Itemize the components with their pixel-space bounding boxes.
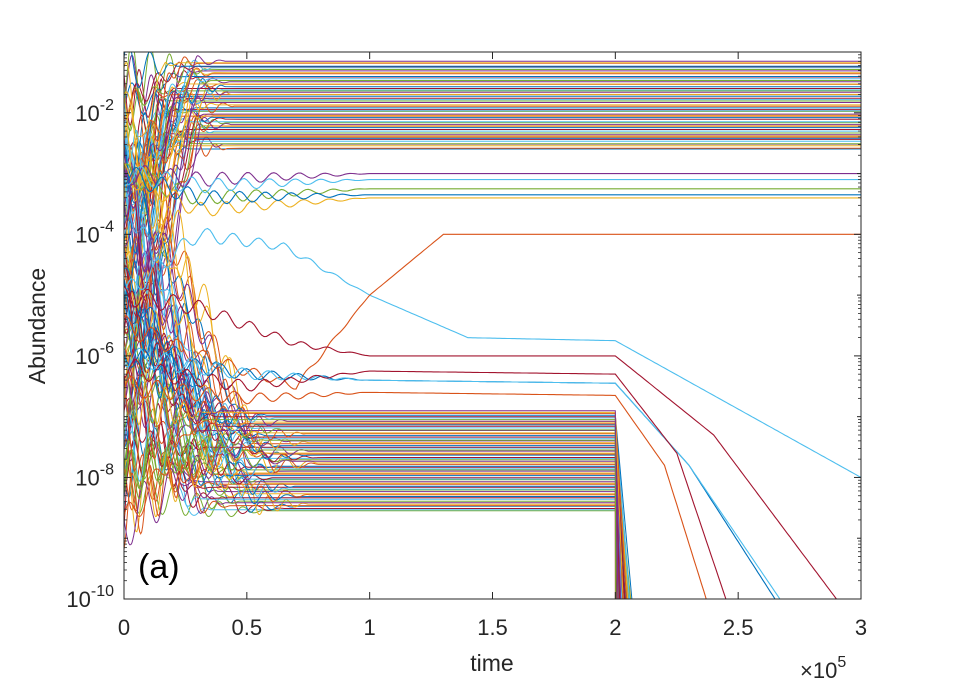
- series-line-low: [124, 191, 626, 599]
- series-lines: [124, 52, 861, 599]
- y-tick-base: 10: [66, 587, 90, 612]
- series-line-low: [124, 432, 631, 599]
- x-tick-labels: 0 0.5 1 1.5 2 2.5 3: [118, 615, 867, 640]
- y-tick-exponent: -6: [100, 340, 114, 357]
- y-tick-base: 10: [75, 222, 99, 247]
- series-line-low: [124, 167, 619, 599]
- series-line-low: [124, 203, 630, 599]
- x-tick-label: 2: [609, 615, 621, 640]
- y-tick-label: 10-4: [75, 218, 114, 247]
- y-axis-label: Abundance: [24, 268, 50, 384]
- y-tick-label: 10-2: [75, 97, 114, 126]
- y-tick-label: 10-6: [75, 340, 114, 369]
- series-line-high: [124, 55, 861, 209]
- y-tick-exponent: -10: [91, 583, 114, 600]
- x-tick-label: 3: [855, 615, 867, 640]
- x-multiplier-base: ×10: [800, 658, 837, 683]
- series-line-3: [124, 284, 837, 599]
- series-line-9: [124, 162, 861, 217]
- series-line-6: [124, 358, 727, 599]
- series-line-high: [124, 137, 861, 225]
- series-line-1: [124, 227, 861, 478]
- series-line-low: [124, 290, 624, 599]
- series-line-low: [124, 359, 617, 599]
- x-tick-label: 0: [118, 615, 130, 640]
- series-line-high: [124, 113, 861, 380]
- x-multiplier-exponent: 5: [837, 654, 846, 671]
- series-line-7: [124, 375, 707, 599]
- series-line-low: [124, 328, 621, 599]
- axis-ticks: [123, 51, 862, 600]
- series-line-low: [124, 148, 620, 599]
- x-axis-label: time: [470, 650, 513, 676]
- x-tick-label: 2.5: [723, 615, 754, 640]
- y-tick-exponent: -4: [100, 218, 114, 235]
- series-line-high: [124, 82, 861, 116]
- series-line-low: [124, 148, 629, 599]
- series-line-10: [124, 165, 861, 188]
- series-line-high: [124, 61, 861, 200]
- series-line-low: [124, 351, 624, 599]
- series-line-8: [124, 163, 861, 205]
- y-tick-label: 10-8: [75, 461, 114, 490]
- series-line-11: [124, 165, 861, 194]
- y-tick-base: 10: [75, 465, 99, 490]
- x-tick-label: 0.5: [232, 615, 263, 640]
- x-multiplier-label: ×105: [800, 654, 846, 683]
- x-tick-label: 1.5: [477, 615, 508, 640]
- series-line-12: [124, 166, 861, 206]
- series-line-low: [124, 398, 626, 599]
- y-tick-exponent: -8: [100, 461, 114, 478]
- series-line-low: [124, 302, 626, 599]
- panel-annotation: (a): [138, 548, 180, 586]
- series-line-2: [124, 233, 861, 390]
- y-tick-exponent: -2: [100, 97, 114, 114]
- series-line-low: [124, 398, 628, 599]
- y-tick-base: 10: [75, 344, 99, 369]
- series-line-high: [124, 66, 861, 366]
- series-line-high: [124, 77, 861, 186]
- y-tick-label: 10-10: [66, 583, 114, 612]
- x-tick-label: 1: [364, 615, 376, 640]
- series-line-low: [124, 394, 627, 599]
- y-tick-base: 10: [75, 101, 99, 126]
- series-line-low: [124, 420, 629, 599]
- series-line-low: [124, 174, 621, 599]
- series-line-high: [124, 52, 861, 89]
- series-line-low: [124, 467, 626, 599]
- series-line-high: [124, 71, 861, 382]
